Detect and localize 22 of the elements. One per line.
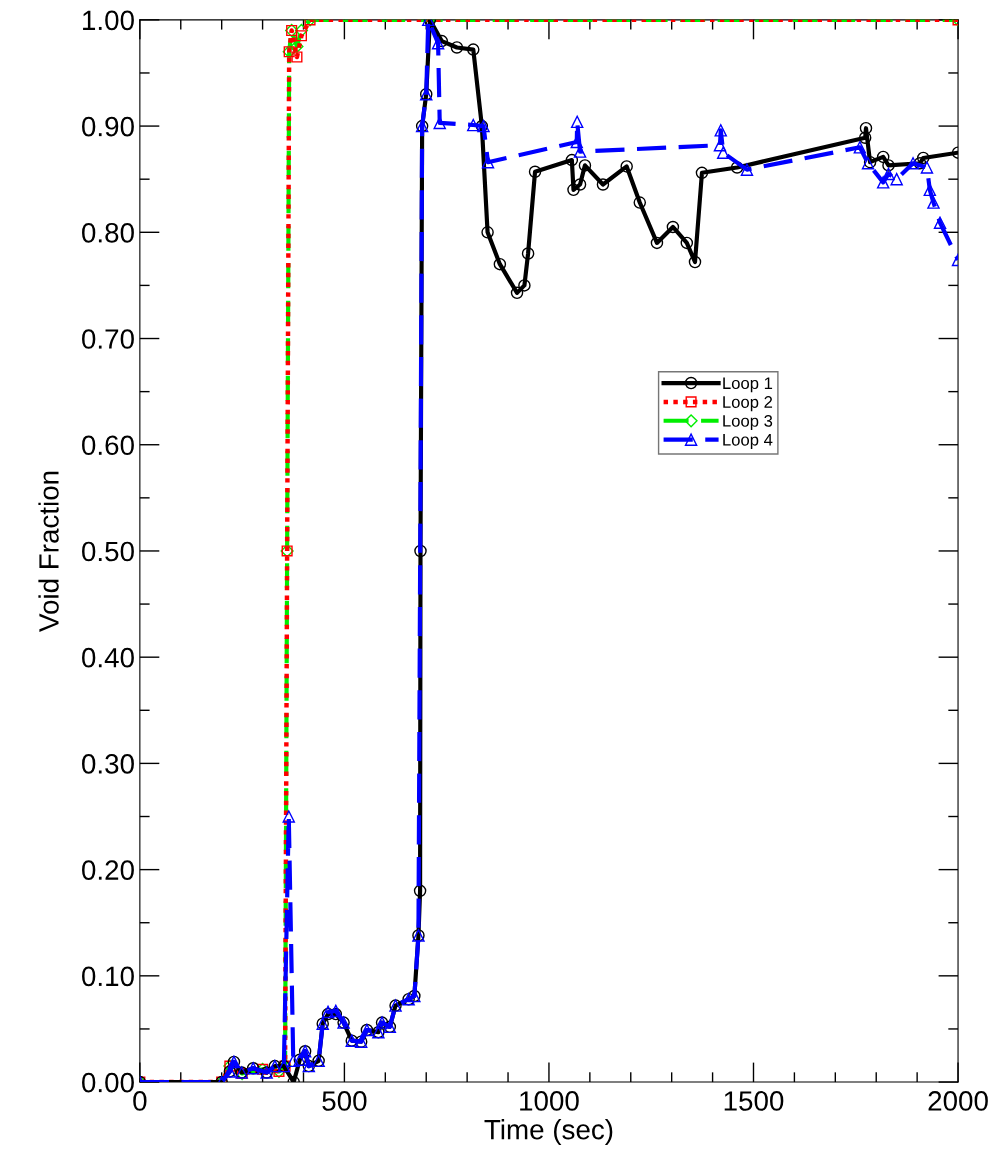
y-tick-label: 0.10 bbox=[82, 966, 134, 987]
y-tick-label: 0.50 bbox=[82, 541, 134, 562]
x-tick-label: 1500 bbox=[724, 1091, 784, 1111]
y-tick-label: 1.00 bbox=[83, 10, 134, 31]
y-tick-label: 0.40 bbox=[82, 647, 134, 668]
x-axis-title: Time (sec) bbox=[484, 1119, 613, 1145]
legend-label: Loop 3 bbox=[723, 414, 773, 431]
x-tick-label: 500 bbox=[322, 1091, 367, 1111]
y-tick-label: 0.30 bbox=[82, 754, 134, 774]
x-tick-label: 1000 bbox=[520, 1091, 579, 1111]
y-tick-label: 0.80 bbox=[82, 222, 134, 243]
y-tick-label: 0.00 bbox=[82, 1072, 134, 1093]
legend-label: Loop 4 bbox=[723, 434, 773, 449]
y-tick-label: 0.70 bbox=[82, 329, 134, 349]
x-tick-label: 0 bbox=[133, 1091, 147, 1111]
y-tick-label: 0.20 bbox=[82, 860, 134, 880]
y-tick-label: 0.60 bbox=[82, 435, 134, 456]
x-tick-label: 2000 bbox=[928, 1091, 988, 1111]
y-axis-title: Void Fraction bbox=[38, 471, 59, 632]
legend-label: Loop 2 bbox=[723, 396, 773, 412]
legend-label: Loop 1 bbox=[723, 377, 773, 393]
y-tick-label: 0.90 bbox=[82, 116, 134, 137]
